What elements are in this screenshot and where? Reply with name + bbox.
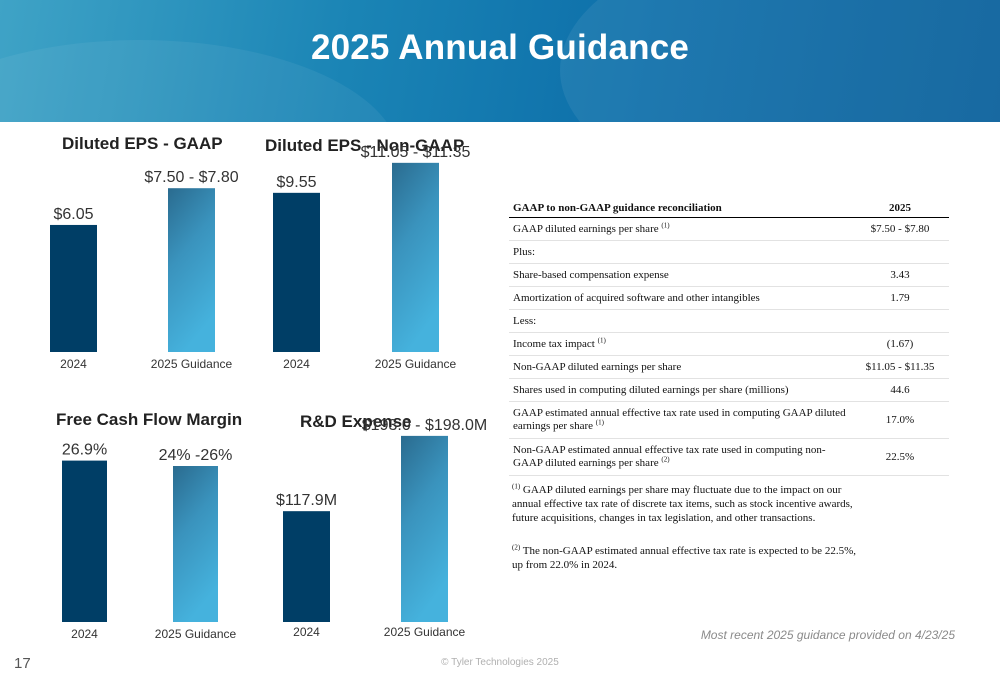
row-label-text: Plus: (513, 246, 536, 258)
footnote-text: The non-GAAP estimated annual effective … (512, 545, 856, 571)
footnote-ref: (1) (597, 336, 606, 345)
table-header-label: GAAP to non-GAAP guidance reconciliation (509, 199, 851, 218)
page-number: 17 (14, 655, 31, 672)
table-row: Non-GAAP estimated annual effective tax … (509, 438, 949, 476)
table-row: Shares used in computing diluted earning… (509, 378, 949, 402)
footnote-ref: (1) (661, 221, 670, 230)
category-label: 2025 Guidance (151, 357, 233, 371)
table-row: Income tax impact (1) (1.67) (509, 332, 949, 356)
row-label-text: Share-based compensation expense (513, 269, 669, 281)
row-label: Non-GAAP estimated annual effective tax … (509, 438, 851, 476)
data-label: $6.05 (53, 206, 93, 223)
table-row: Plus: (509, 240, 949, 264)
row-label: Plus: (509, 240, 851, 264)
row-label: Amortization of acquired software and ot… (509, 286, 851, 310)
row-label: Income tax impact (1) (509, 332, 851, 356)
data-label: 26.9% (62, 442, 107, 459)
row-value: 3.43 (851, 263, 949, 287)
table-row: GAAP estimated annual effective tax rate… (509, 401, 949, 439)
row-value: (1.67) (851, 332, 949, 356)
row-label-text: GAAP estimated annual effective tax rate… (513, 407, 846, 432)
row-value: 22.5% (851, 438, 949, 476)
row-label-text: GAAP diluted earnings per share (513, 223, 659, 235)
category-label: 2024 (283, 357, 310, 371)
copyright: © Tyler Technologies 2025 (441, 657, 559, 668)
row-value: 1.79 (851, 286, 949, 310)
category-label: 2025 Guidance (155, 627, 237, 641)
footnote-mark: (1) (512, 482, 521, 491)
footnote-1: (1) GAAP diluted earnings per share may … (512, 483, 862, 525)
row-value (851, 309, 949, 333)
bar-2024 (283, 511, 330, 622)
data-label: 24% -26% (159, 447, 233, 464)
header-decoration (560, 0, 1000, 122)
row-label-text: Income tax impact (513, 338, 595, 350)
chart-title-fcf-margin: Free Cash Flow Margin (56, 410, 243, 429)
row-label-text: Amortization of acquired software and ot… (513, 292, 760, 304)
table-header-row: GAAP to non-GAAP guidance reconciliation… (509, 199, 949, 218)
row-label: Non-GAAP diluted earnings per share (509, 355, 851, 379)
category-label: 2024 (71, 627, 98, 641)
table-header-year: 2025 (851, 199, 949, 218)
bar-2024 (273, 192, 320, 352)
bar-2025-guidance (168, 188, 215, 352)
row-value: $7.50 - $7.80 (851, 217, 949, 241)
table-row: Non-GAAP diluted earnings per share $11.0… (509, 355, 949, 379)
bar-2025-guidance (392, 162, 439, 352)
chart-title-eps-gaap: Diluted EPS - GAAP (62, 134, 223, 153)
row-label: GAAP estimated annual effective tax rate… (509, 401, 851, 439)
row-label: Shares used in computing diluted earning… (509, 378, 851, 402)
row-label: GAAP diluted earnings per share (1) (509, 217, 851, 241)
row-value: $11.05 - $11.35 (851, 355, 949, 379)
category-label: 2024 (60, 357, 87, 371)
reconciliation-table: GAAP to non-GAAP guidance reconciliation… (509, 199, 949, 476)
table-row: GAAP diluted earnings per share (1) $7.50… (509, 217, 949, 241)
footnote-ref: (2) (661, 455, 670, 464)
bar-2025-guidance (173, 466, 218, 622)
table-row: Share-based compensation expense 3.43 (509, 263, 949, 287)
data-label: $7.50 - $7.80 (144, 169, 238, 186)
bar-2024 (50, 224, 97, 352)
footnote-2: (2) The non-GAAP estimated annual effect… (512, 544, 862, 572)
data-label: $9.55 (276, 174, 316, 191)
data-label: $11.05 - $11.35 (361, 144, 471, 161)
row-value (851, 240, 949, 264)
category-label: 2024 (293, 625, 320, 639)
chart-title-eps-nongaap: Diluted EPS - Non-GAAP (265, 136, 465, 155)
reconciliation-rows: GAAP diluted earnings per share (1) $7.50… (509, 217, 949, 476)
category-label: 2025 Guidance (375, 357, 457, 371)
bar-2025-guidance (401, 435, 448, 622)
footnote-text: GAAP diluted earnings per share may fluc… (512, 484, 853, 524)
row-label: Less: (509, 309, 851, 333)
row-label-text: Shares used in computing diluted earning… (513, 384, 789, 396)
row-label-text: Non-GAAP diluted earnings per share (513, 361, 682, 373)
source-note: Most recent 2025 guidance provided on 4/… (700, 628, 955, 642)
data-label: $117.9M (276, 492, 337, 509)
row-label-text: Non-GAAP estimated annual effective tax … (513, 444, 826, 469)
footnote-mark: (2) (512, 543, 521, 552)
row-value: 17.0% (851, 401, 949, 439)
bar-2024 (62, 460, 107, 622)
footnote-ref: (1) (595, 418, 604, 427)
row-label: Share-based compensation expense (509, 263, 851, 287)
table-row: Amortization of acquired software and ot… (509, 286, 949, 310)
slide-title: 2025 Annual Guidance (310, 28, 690, 67)
header-banner: 2025 Annual Guidance (0, 0, 1000, 122)
table-row: Less: (509, 309, 949, 333)
chart-title-rd-expense: R&D Expense (300, 412, 412, 431)
data-label: $193.0 - $198.0M (362, 417, 487, 434)
category-label: 2025 Guidance (384, 625, 466, 639)
row-value: 44.6 (851, 378, 949, 402)
row-label-text: Less: (513, 315, 537, 327)
